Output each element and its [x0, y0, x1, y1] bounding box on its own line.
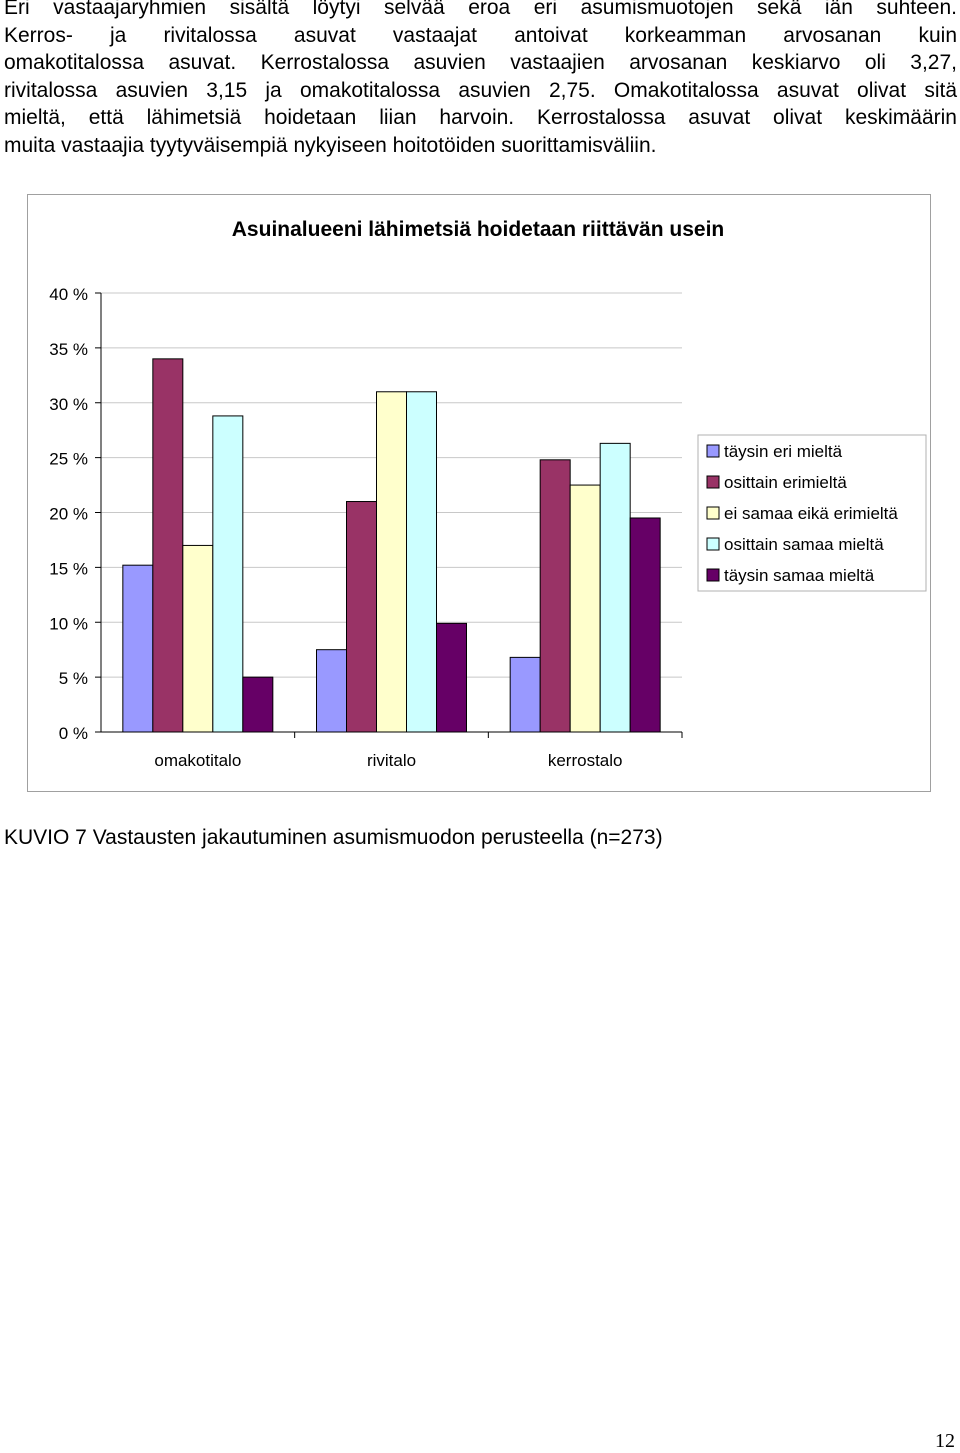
x-tick-label: rivitalo — [367, 751, 416, 770]
y-tick-label: 40 % — [49, 285, 88, 304]
chart-title: Asuinalueeni lähimetsiä hoidetaan riittä… — [232, 218, 724, 241]
legend-swatch — [706, 537, 720, 551]
bar — [509, 656, 541, 733]
legend-swatch — [706, 506, 720, 520]
paragraph-line: omakotitalossa asuvat. Kerrostalossa asu… — [4, 51, 957, 75]
legend-label: täysin eri mieltä — [724, 442, 843, 461]
paragraph-line: Eri vastaajaryhmien sisältä löytyi selvä… — [4, 0, 957, 19]
paragraph-line: mieltä, että lähimetsiä hoidetaan liian … — [4, 106, 957, 130]
bar — [376, 391, 407, 733]
legend-swatch — [706, 568, 720, 582]
bar — [569, 484, 601, 733]
legend-label: osittain samaa mieltä — [724, 535, 884, 554]
bar-chart: Asuinalueeni lähimetsiä hoidetaan riittä… — [49, 218, 927, 770]
legend-swatch — [706, 444, 720, 458]
y-tick-label: 35 % — [49, 340, 88, 359]
figure-caption: KUVIO 7 Vastausten jakautuminen asumismu… — [4, 826, 663, 849]
y-tick-label: 15 % — [49, 559, 88, 578]
paragraph-line: rivitalossa asuvien 3,15 ja omakotitalos… — [4, 78, 957, 102]
page-number: 12 — [935, 1430, 955, 1452]
bar — [212, 415, 244, 733]
y-tick-label: 10 % — [49, 614, 88, 633]
legend-label: täysin samaa mieltä — [724, 566, 875, 585]
bar — [406, 391, 437, 733]
bar — [599, 442, 631, 733]
body-paragraph: Eri vastaajaryhmien sisältä löytyi selvä… — [4, 0, 957, 160]
y-tick-label: 20 % — [49, 505, 88, 524]
y-tick-label: 25 % — [49, 450, 88, 469]
bar — [316, 649, 347, 733]
legend-label: ei samaa eikä erimieltä — [724, 504, 898, 523]
paragraph-line: muita vastaajia tyytyväisempiä nykyiseen… — [4, 133, 657, 157]
legend-label: osittain erimieltä — [724, 473, 847, 492]
x-tick-label: omakotitalo — [154, 751, 241, 770]
paragraph-line: Kerros- ja rivitalossa asuvat vastaajat … — [4, 23, 957, 47]
bar — [629, 517, 661, 733]
legend-swatch — [706, 475, 720, 489]
bar — [152, 358, 184, 733]
y-tick-label: 30 % — [49, 395, 88, 414]
bar — [346, 501, 377, 733]
y-tick-label: 0 % — [59, 724, 88, 743]
bar — [539, 459, 571, 733]
bar — [436, 622, 467, 733]
legend-box — [697, 434, 927, 592]
chart-frame: Asuinalueeni lähimetsiä hoidetaan riittä… — [27, 194, 931, 792]
bar — [242, 676, 274, 733]
x-tick-label: kerrostalo — [548, 751, 623, 770]
y-tick-label: 5 % — [59, 669, 88, 688]
bar — [122, 564, 154, 733]
bar — [182, 544, 214, 733]
